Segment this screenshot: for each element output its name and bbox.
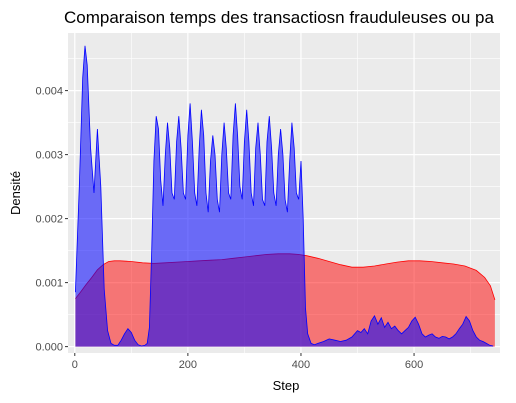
x-tick-label: 0 (72, 359, 78, 371)
x-axis-title: Step (273, 378, 300, 393)
x-tick-label: 200 (179, 359, 197, 371)
plot-panel (68, 33, 500, 353)
y-axis-title: Densité (8, 171, 23, 215)
x-tick-label: 400 (292, 359, 310, 371)
axes: 0 200 400 600 0.000 0.001 0.002 0.003 0.004 (35, 86, 423, 371)
chart-title: Comparaison temps des transactiosn fraud… (64, 8, 495, 27)
density-line-1 (75, 45, 494, 347)
y-tick-label: 0.002 (35, 214, 63, 226)
density-area-1 (75, 45, 494, 347)
y-tick-label: 0.004 (35, 86, 63, 98)
y-tick-label: 0.003 (35, 150, 63, 162)
x-tick-label: 600 (405, 359, 423, 371)
y-tick-label: 0.000 (35, 342, 63, 354)
y-tick-label: 0.001 (35, 278, 63, 290)
